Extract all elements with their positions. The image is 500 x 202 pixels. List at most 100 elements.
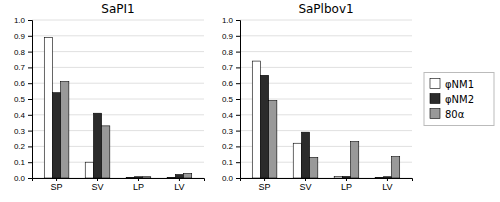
legend-item: φNM1 xyxy=(430,79,474,90)
tick: 0.2 xyxy=(222,142,240,151)
bar xyxy=(52,93,60,178)
tick: 0.0 xyxy=(14,174,32,183)
tick-label: 0.6 xyxy=(14,79,26,88)
tick-label: SV xyxy=(92,182,104,192)
bar xyxy=(375,177,383,178)
x-axis: SP SV LP LV xyxy=(33,178,205,192)
grid-line xyxy=(240,20,412,21)
tick: 0.9 xyxy=(14,32,32,41)
tick: LP xyxy=(341,178,352,192)
bar xyxy=(392,157,400,178)
grid xyxy=(32,20,204,178)
tick: LP xyxy=(133,178,144,192)
tick: LV xyxy=(382,178,392,192)
tick-mark xyxy=(236,83,240,84)
tick-label: 0.3 xyxy=(14,127,26,136)
series xyxy=(61,82,192,178)
bar xyxy=(93,113,101,178)
tick-mark xyxy=(28,99,32,100)
tick-label: 0.8 xyxy=(222,48,234,57)
tick-label: 0.6 xyxy=(222,79,234,88)
legend-swatch xyxy=(430,94,440,104)
axis-line xyxy=(28,21,33,179)
tick: SP xyxy=(259,178,271,192)
tick-label: 0.3 xyxy=(222,127,234,136)
tick-label: LV xyxy=(382,182,392,192)
bar xyxy=(134,177,142,178)
tick: LV xyxy=(174,178,184,192)
title: SaPlbov1 xyxy=(298,2,353,16)
plot: 0.00.10.20.30.40.50.60.70.80.91.0SPSVLPL… xyxy=(14,16,205,192)
tick: SV xyxy=(92,178,104,192)
tick: 0.1 xyxy=(14,158,32,167)
tick-mark xyxy=(236,146,240,147)
legend-swatch xyxy=(430,109,440,119)
tick-label: 0.8 xyxy=(14,48,26,57)
tick-mark xyxy=(28,131,32,132)
bar xyxy=(167,177,175,178)
tick-mark xyxy=(236,115,240,116)
tick: 1.0 xyxy=(222,16,240,25)
tick: 0.4 xyxy=(222,111,240,120)
tick: SV xyxy=(300,178,312,192)
tick: 0.8 xyxy=(14,48,32,57)
tick-mark xyxy=(387,178,388,181)
tick-mark xyxy=(236,20,240,21)
bar xyxy=(334,176,342,178)
tick-mark xyxy=(56,178,57,181)
bar xyxy=(383,177,391,178)
series xyxy=(269,101,400,178)
tick: 0.4 xyxy=(14,111,32,120)
tick-mark xyxy=(236,52,240,53)
tick-label: 0.2 xyxy=(222,142,234,151)
tick-label: 0.0 xyxy=(222,174,234,183)
tick-mark xyxy=(179,178,180,181)
grid-line xyxy=(32,83,204,84)
legend-item: φNM2 xyxy=(430,94,474,105)
tick-label: 0.5 xyxy=(14,95,26,104)
bar xyxy=(85,162,93,178)
title: SaPI1 xyxy=(101,2,134,16)
grid-line xyxy=(32,67,204,68)
tick-label: 1.0 xyxy=(222,16,234,25)
legend-item: 80α xyxy=(430,109,465,120)
tick-label: SP xyxy=(259,182,271,192)
tick-mark xyxy=(305,178,306,181)
tick-mark xyxy=(28,115,32,116)
bars xyxy=(44,37,191,178)
tick-mark xyxy=(236,162,240,163)
tick: 1.0 xyxy=(14,16,32,25)
x-axis: SP SV LP LV xyxy=(241,178,413,192)
tick: 0.3 xyxy=(14,127,32,136)
bar xyxy=(342,176,350,178)
tick: 0.3 xyxy=(222,127,240,136)
tick-mark xyxy=(28,36,32,37)
tick: 0.8 xyxy=(222,48,240,57)
tick-mark xyxy=(28,146,32,147)
tick-mark xyxy=(28,52,32,53)
tick-label: 0.1 xyxy=(14,158,26,167)
bar xyxy=(44,37,52,178)
tick-mark xyxy=(97,178,98,181)
y-axis: 0.00.10.20.30.40.50.60.70.80.91.0 xyxy=(222,16,241,183)
tick-label: 1.0 xyxy=(14,16,26,25)
plot: 0.00.10.20.30.40.50.60.70.80.91.0SPSVLPL… xyxy=(222,16,413,192)
series xyxy=(44,37,175,178)
tick: 0.0 xyxy=(222,174,240,183)
bar xyxy=(61,82,69,178)
bar xyxy=(269,101,277,178)
tick-label: SP xyxy=(51,182,63,192)
tick-label: 0.1 xyxy=(222,158,234,167)
tick: 0.9 xyxy=(222,32,240,41)
tick-mark xyxy=(138,178,139,181)
bar xyxy=(301,132,309,178)
legend-label: φNM2 xyxy=(445,94,474,105)
grid xyxy=(240,20,412,178)
tick: 0.7 xyxy=(222,63,240,72)
grid-line xyxy=(240,51,412,52)
tick: SP xyxy=(51,178,63,192)
tick: 0.5 xyxy=(14,95,32,104)
bar xyxy=(252,61,260,178)
series xyxy=(260,75,391,178)
y-axis: 0.00.10.20.30.40.50.60.70.80.91.0 xyxy=(14,16,33,183)
